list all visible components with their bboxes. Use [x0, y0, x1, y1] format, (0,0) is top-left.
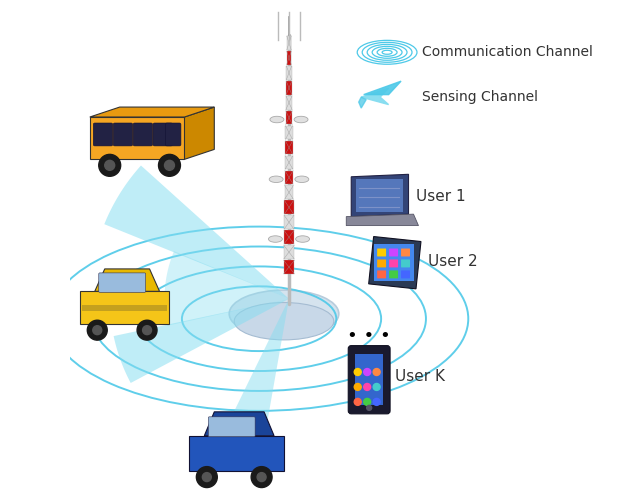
FancyBboxPatch shape [389, 249, 398, 256]
Circle shape [202, 473, 211, 482]
Polygon shape [95, 269, 159, 291]
FancyBboxPatch shape [93, 123, 113, 146]
Circle shape [364, 383, 371, 390]
Circle shape [257, 473, 266, 482]
FancyBboxPatch shape [348, 346, 390, 414]
Circle shape [364, 369, 371, 375]
FancyBboxPatch shape [99, 273, 145, 292]
FancyBboxPatch shape [153, 123, 172, 146]
Polygon shape [90, 107, 214, 117]
FancyBboxPatch shape [401, 249, 410, 256]
Ellipse shape [268, 236, 282, 242]
Circle shape [373, 383, 380, 390]
Polygon shape [104, 165, 289, 299]
Polygon shape [164, 251, 289, 326]
Polygon shape [204, 412, 274, 436]
FancyBboxPatch shape [374, 244, 415, 281]
Circle shape [354, 369, 361, 375]
FancyBboxPatch shape [285, 140, 292, 154]
FancyBboxPatch shape [377, 249, 386, 256]
Circle shape [164, 160, 175, 170]
FancyBboxPatch shape [284, 215, 294, 229]
FancyBboxPatch shape [133, 123, 152, 146]
Ellipse shape [295, 176, 308, 183]
Polygon shape [219, 299, 289, 456]
Polygon shape [361, 88, 388, 105]
Text: User K: User K [395, 369, 445, 384]
FancyBboxPatch shape [285, 185, 293, 199]
Circle shape [373, 398, 380, 405]
FancyBboxPatch shape [284, 200, 294, 214]
FancyBboxPatch shape [389, 270, 398, 278]
Polygon shape [90, 117, 184, 159]
FancyBboxPatch shape [83, 305, 167, 311]
Circle shape [196, 467, 218, 488]
FancyBboxPatch shape [285, 111, 292, 124]
FancyBboxPatch shape [389, 259, 398, 267]
FancyBboxPatch shape [287, 51, 291, 65]
Circle shape [99, 154, 121, 176]
FancyBboxPatch shape [286, 66, 292, 80]
FancyBboxPatch shape [208, 417, 255, 437]
FancyBboxPatch shape [284, 230, 294, 244]
FancyBboxPatch shape [286, 96, 292, 110]
Ellipse shape [234, 302, 334, 340]
FancyBboxPatch shape [401, 270, 410, 278]
Circle shape [354, 383, 361, 390]
Text: Sensing Channel: Sensing Channel [422, 90, 538, 104]
Polygon shape [114, 299, 289, 383]
Circle shape [159, 154, 180, 176]
FancyBboxPatch shape [285, 170, 293, 184]
FancyBboxPatch shape [377, 270, 386, 278]
FancyBboxPatch shape [286, 81, 292, 95]
FancyBboxPatch shape [355, 354, 383, 405]
FancyBboxPatch shape [284, 260, 294, 274]
Ellipse shape [269, 176, 283, 183]
Circle shape [87, 320, 108, 340]
FancyBboxPatch shape [285, 155, 293, 169]
Ellipse shape [296, 236, 310, 242]
Circle shape [251, 467, 272, 488]
Text: • • •: • • • [347, 327, 390, 345]
Polygon shape [351, 174, 408, 217]
Text: User 1: User 1 [416, 189, 466, 204]
Text: User 2: User 2 [428, 254, 478, 269]
Circle shape [143, 326, 152, 335]
FancyBboxPatch shape [284, 245, 294, 259]
Polygon shape [346, 214, 419, 226]
FancyBboxPatch shape [166, 123, 181, 146]
FancyBboxPatch shape [401, 259, 410, 267]
Circle shape [373, 369, 380, 375]
FancyBboxPatch shape [285, 125, 292, 139]
FancyBboxPatch shape [377, 259, 386, 267]
Polygon shape [358, 97, 366, 108]
Circle shape [93, 326, 102, 335]
Polygon shape [364, 81, 401, 95]
Ellipse shape [270, 116, 284, 123]
Polygon shape [189, 436, 284, 471]
Circle shape [137, 320, 157, 340]
FancyBboxPatch shape [113, 123, 132, 146]
Ellipse shape [229, 290, 339, 338]
Circle shape [354, 398, 361, 405]
Polygon shape [369, 237, 421, 289]
Ellipse shape [294, 116, 308, 123]
Circle shape [105, 160, 115, 170]
FancyBboxPatch shape [356, 179, 403, 212]
Polygon shape [80, 291, 170, 324]
Text: Communication Channel: Communication Channel [422, 45, 593, 59]
Polygon shape [184, 107, 214, 159]
Circle shape [367, 405, 372, 410]
Circle shape [364, 398, 371, 405]
FancyBboxPatch shape [287, 36, 291, 50]
